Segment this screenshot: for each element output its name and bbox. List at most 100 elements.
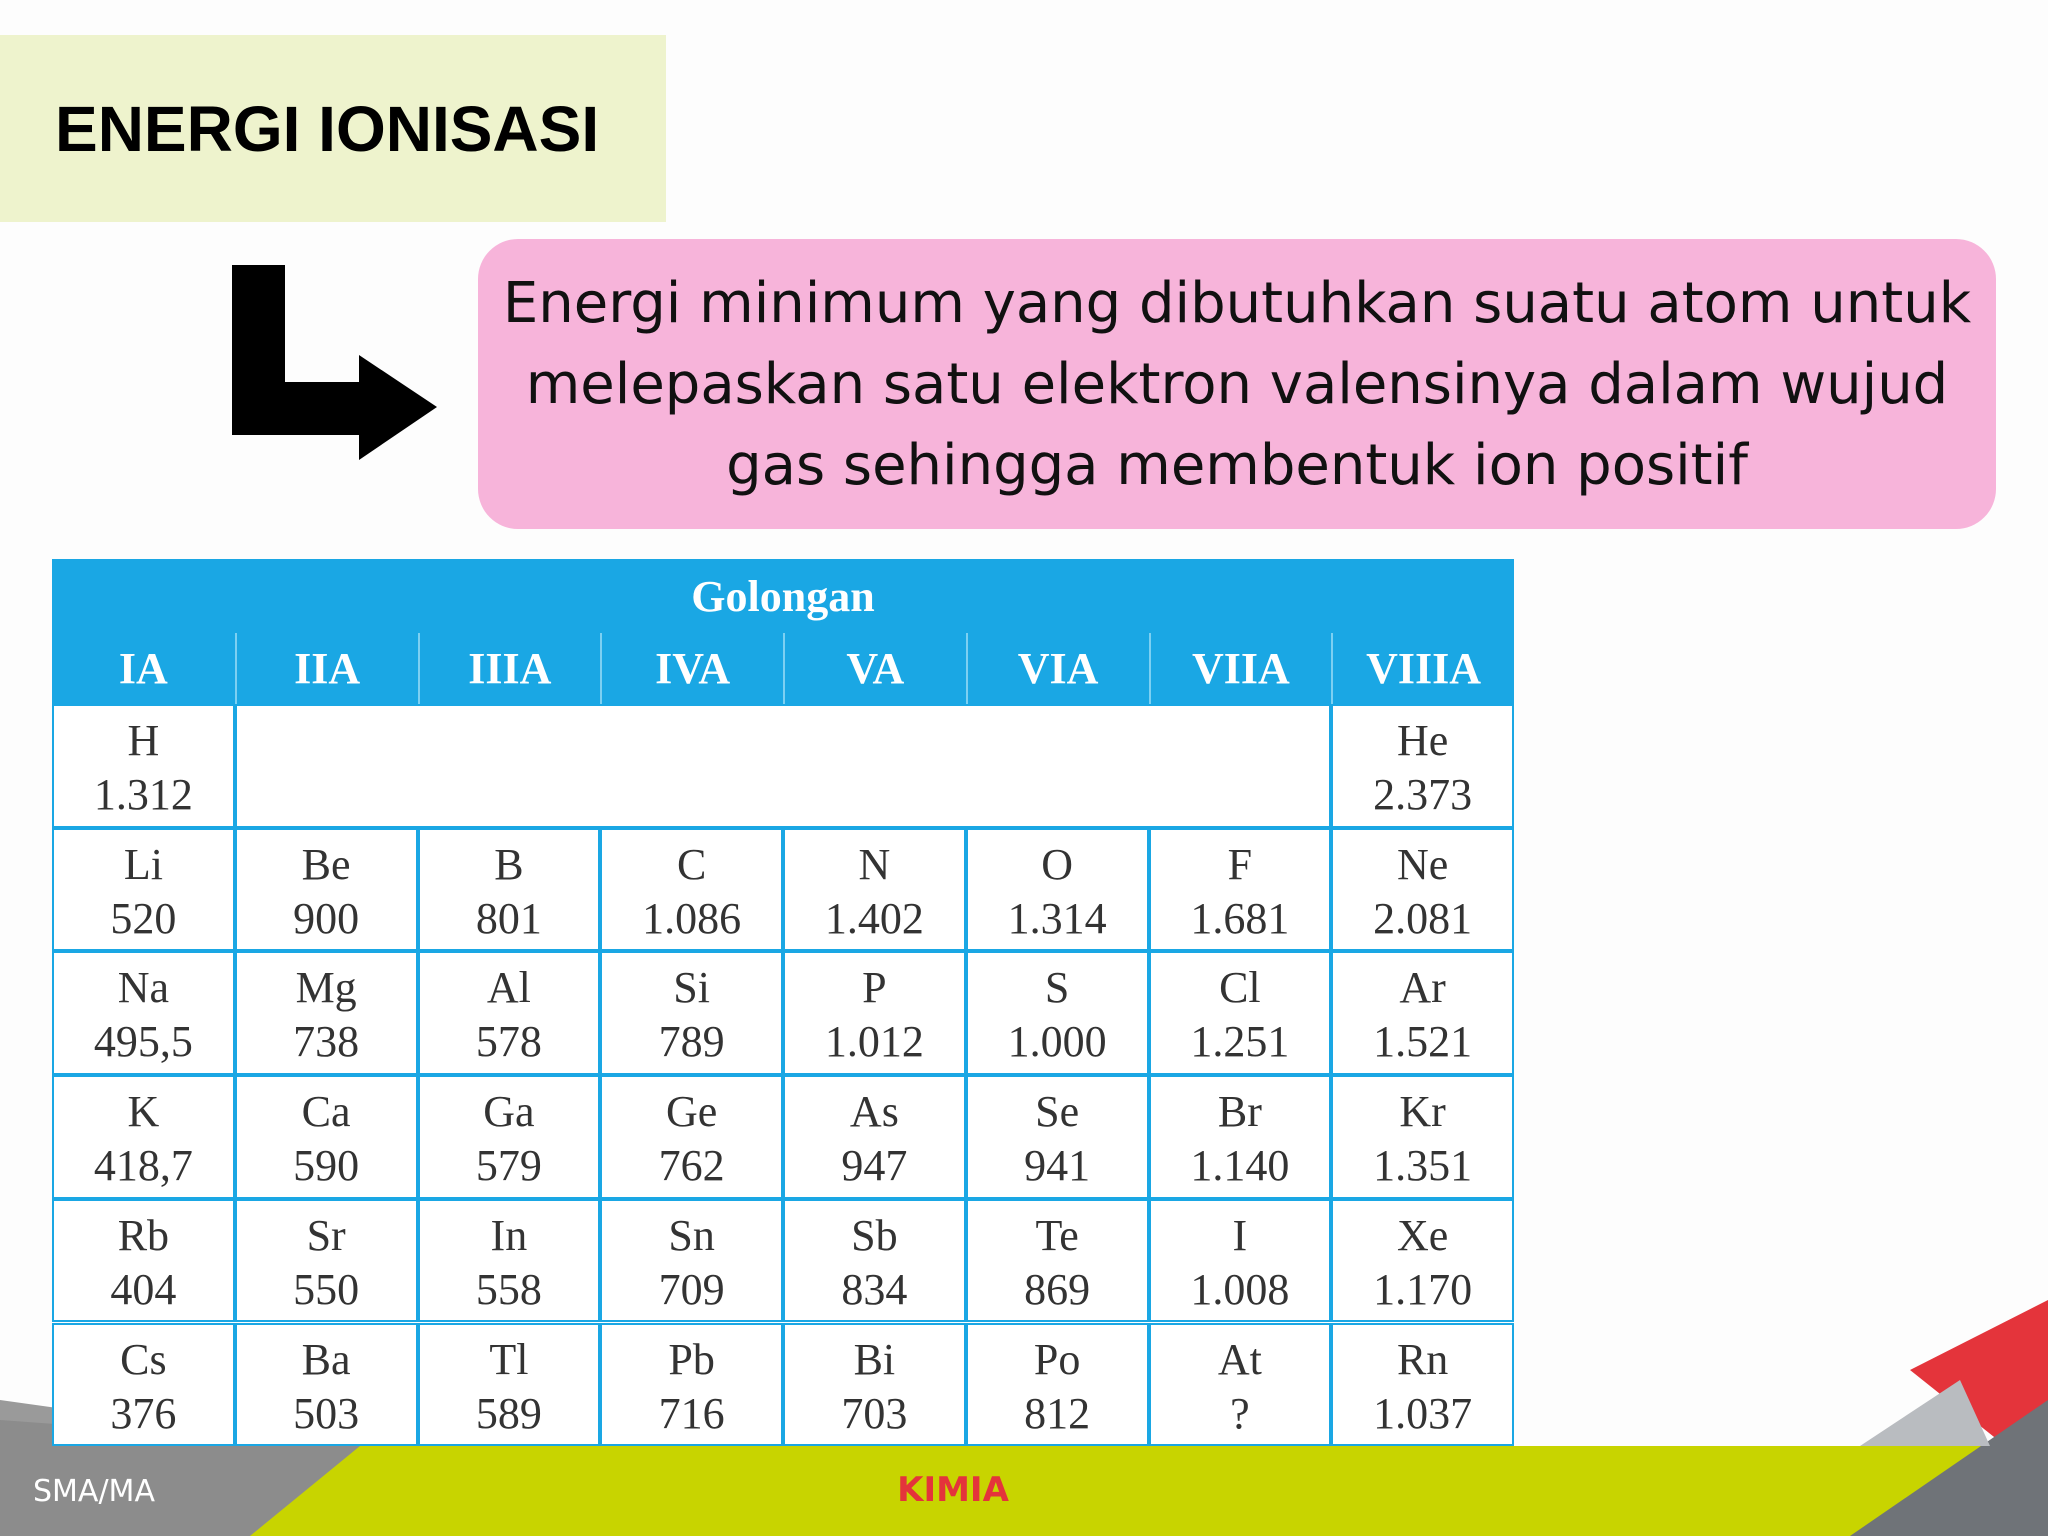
element-cell: He 2.373 [1331, 704, 1514, 828]
ionization-energy: 1.312 [93, 770, 193, 819]
ionization-energy: 1.351 [1373, 1141, 1473, 1191]
footer-band [0, 1446, 2048, 1536]
element-cell: N 1.402 [783, 827, 966, 952]
element-cell: Ar 1.521 [1331, 951, 1514, 1076]
element-symbol: Sr [306, 1210, 346, 1260]
element-symbol: He [1396, 716, 1449, 765]
ionization-energy: 418,7 [93, 1141, 193, 1191]
element-cell: F 1.681 [1148, 827, 1332, 952]
element-cell: Po 812 [965, 1322, 1149, 1447]
element-symbol: Bi [853, 1334, 896, 1384]
element-symbol: Te [1035, 1210, 1079, 1260]
element-cell: Sb 834 [783, 1198, 966, 1323]
element-symbol: Xe [1396, 1210, 1449, 1260]
ionization-energy: 941 [1024, 1141, 1091, 1191]
ionization-energy: 404 [110, 1264, 177, 1314]
definition-line: melepaskan satu elektron valensinya dala… [525, 352, 1949, 417]
ionization-energy: 762 [658, 1141, 725, 1191]
element-symbol: C [676, 839, 707, 889]
element-cell: Kr 1.351 [1331, 1075, 1514, 1199]
ionization-energy: 1.521 [1373, 1017, 1473, 1067]
ionization-energy: 1.012 [824, 1017, 924, 1067]
ionization-energy: 869 [1024, 1264, 1091, 1314]
element-cell: C 1.086 [600, 827, 783, 952]
element-symbol: H [127, 716, 160, 765]
element-cell: Tl 589 [417, 1322, 601, 1447]
element-symbol: As [849, 1087, 899, 1137]
element-symbol: Li [123, 839, 163, 889]
footer-left: SMA/MA [33, 1474, 155, 1509]
element-symbol: Be [301, 839, 351, 889]
empty-cell [234, 704, 1332, 828]
element-cell: Xe 1.170 [1331, 1198, 1514, 1323]
element-cell: Ge 762 [600, 1075, 783, 1199]
element-symbol: Al [486, 963, 531, 1013]
element-cell: As 947 [783, 1075, 966, 1199]
element-symbol: Kr [1399, 1087, 1446, 1137]
element-cell: Pb 716 [600, 1322, 783, 1447]
element-symbol: Ge [665, 1087, 718, 1137]
ionization-energy: 589 [475, 1388, 542, 1438]
element-cell: P 1.012 [783, 951, 966, 1076]
element-symbol: Sn [668, 1210, 715, 1260]
ionization-energy: 900 [293, 893, 360, 943]
ionization-energy: 703 [841, 1388, 908, 1438]
element-symbol: Cs [120, 1334, 167, 1384]
table-header: Golongan [52, 559, 1514, 633]
element-symbol: S [1044, 963, 1070, 1013]
footer-shape [1850, 1400, 2048, 1536]
column-header: IVA [600, 633, 783, 704]
element-cell: Ne 2.081 [1331, 827, 1514, 952]
ionization-energy: 558 [475, 1264, 542, 1314]
ionization-energy: 1.402 [824, 893, 924, 943]
ionization-energy: 590 [293, 1141, 360, 1191]
element-cell: Cs 376 [52, 1322, 235, 1447]
element-symbol: Tl [489, 1334, 529, 1384]
element-symbol: Na [117, 963, 170, 1013]
element-symbol: P [862, 963, 887, 1013]
element-cell: In 558 [417, 1198, 601, 1323]
ionization-energy: ? [1230, 1388, 1250, 1438]
element-cell: Mg 738 [234, 951, 418, 1076]
arrow [232, 265, 437, 460]
element-cell: O 1.314 [965, 827, 1149, 952]
element-cell: Ba 503 [234, 1322, 418, 1447]
element-cell: B 801 [417, 827, 601, 952]
definition-line: Energi minimum yang dibutuhkan suatu ato… [502, 271, 1972, 336]
element-symbol: N [858, 839, 891, 889]
ionization-energy: 1.008 [1190, 1264, 1290, 1314]
element-symbol: Po [1033, 1334, 1081, 1384]
column-header: VIA [965, 633, 1149, 704]
ionization-energy: 520 [110, 893, 177, 943]
ionization-energy: 789 [658, 1017, 725, 1067]
element-symbol: Br [1217, 1087, 1262, 1137]
footer-shape [0, 1420, 360, 1536]
ionization-energy: 1.000 [1007, 1017, 1107, 1067]
ionization-energy: 376 [110, 1388, 177, 1438]
ionization-energy: 1.037 [1373, 1388, 1473, 1438]
definition-box [478, 239, 1996, 529]
element-symbol: Mg [295, 963, 357, 1013]
element-cell: K 418,7 [52, 1075, 235, 1199]
element-symbol: Ba [301, 1334, 351, 1384]
element-symbol: Ga [483, 1087, 535, 1137]
ionization-energy: 1.681 [1190, 893, 1290, 943]
ionization-energy: 834 [841, 1264, 908, 1314]
ionization-energy: 1.170 [1373, 1264, 1473, 1314]
column-header: IA [52, 633, 235, 704]
element-symbol: In [490, 1210, 528, 1260]
element-cell: Bi 703 [783, 1322, 966, 1447]
ionization-energy: 550 [293, 1264, 360, 1314]
element-symbol: Ar [1399, 963, 1446, 1013]
element-cell: Te 869 [965, 1198, 1149, 1323]
element-cell: Li 520 [52, 827, 235, 952]
ionization-energy: 947 [841, 1141, 908, 1191]
column-header: VA [783, 633, 966, 704]
column-header: IIA [234, 633, 418, 704]
element-symbol: O [1041, 839, 1074, 889]
element-cell: Si 789 [600, 951, 783, 1076]
element-cell: Be 900 [234, 827, 418, 952]
element-cell: Ga 579 [417, 1075, 601, 1199]
definition-line: gas sehingga membentuk ion positif [726, 433, 1748, 498]
